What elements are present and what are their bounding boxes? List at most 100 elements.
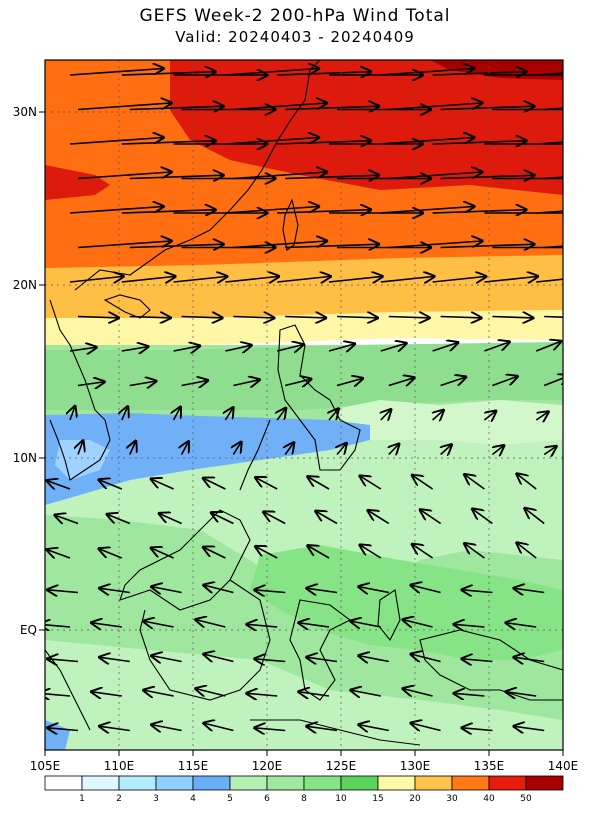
band-40-50-west: [45, 165, 110, 200]
wind-arrow: [402, 688, 433, 696]
coast-borneo-west: [119, 509, 251, 611]
colorbar-label: 6: [264, 794, 270, 804]
colorbar-label: 40: [483, 794, 495, 804]
wind-arrow: [69, 137, 165, 145]
wind-arrow: [122, 405, 129, 421]
wind-arrow: [453, 624, 485, 627]
wind-arrow: [77, 103, 173, 111]
x-tick-label: 135E: [474, 759, 505, 773]
wind-arrow: [253, 659, 286, 662]
wind-arrow: [492, 376, 518, 387]
chart-title: GEFS Week-2 200-hPa Wind Total: [139, 6, 451, 26]
wind-arrow: [535, 411, 549, 420]
wind-arrow: [173, 346, 201, 351]
wind-arrow: [432, 72, 528, 75]
wind-arrow: [181, 317, 224, 318]
wind-arrow: [328, 344, 356, 351]
band-8-10: [45, 410, 563, 600]
wind-arrow: [225, 206, 320, 214]
wind-arrow: [98, 726, 130, 730]
wind-arrow: [69, 347, 98, 351]
coast-philippines: [277, 324, 361, 471]
y-tick-label: EQ: [20, 623, 37, 637]
wind-arrow: [543, 375, 563, 387]
colorbar-label: 3: [153, 794, 159, 804]
wind-arrow: [306, 545, 330, 559]
wind-arrow: [328, 276, 384, 282]
colorbar-swatch: [340, 775, 379, 791]
wind-arrow: [492, 317, 534, 318]
wind-arrow: [432, 276, 488, 282]
wind-arrow: [359, 544, 382, 559]
wind-arrow: [77, 241, 173, 249]
wind-arrow: [285, 379, 312, 386]
wind-arrow: [90, 623, 122, 627]
wind-arrow: [285, 442, 294, 455]
wind-arrow: [516, 542, 537, 559]
wind-arrow: [432, 141, 528, 144]
wind-arrow: [129, 317, 172, 318]
wind-arrow: [453, 693, 485, 696]
wind-arrow: [106, 514, 131, 525]
wind-arrow: [440, 244, 536, 247]
wind-arrow: [174, 406, 182, 421]
colorbar-swatch: [266, 775, 305, 791]
wind-arrow: [388, 241, 484, 249]
wind-arrow: [70, 405, 75, 421]
wind-arrow: [357, 586, 389, 592]
wind-arrow: [544, 107, 563, 111]
colorbar-label: 30: [446, 794, 458, 804]
wind-arrow: [46, 728, 79, 731]
wind-arrow: [69, 68, 165, 76]
wind-arrow: [305, 726, 338, 730]
coast-sulawesi: [289, 599, 352, 701]
wind-arrow: [461, 728, 493, 731]
wind-arrow: [225, 137, 320, 145]
wind-arrow: [233, 379, 260, 385]
coastlines: [45, 60, 563, 746]
wind-arrow: [262, 511, 286, 525]
wind-arrow: [130, 440, 137, 455]
wind-arrow: [524, 507, 545, 525]
wind-arrow: [535, 341, 562, 352]
wind-arrow: [245, 624, 278, 627]
colorbar-label: 1: [79, 794, 85, 804]
wind-arrow: [202, 654, 234, 662]
wind-arrow: [233, 441, 241, 455]
colorbar-swatch: [377, 775, 416, 791]
wind-arrow: [463, 474, 485, 490]
wind-arrow: [277, 141, 372, 144]
wind-arrow: [359, 475, 382, 490]
wind-arrow: [182, 440, 190, 455]
wind-arrow: [411, 474, 434, 490]
wind-arrow: [484, 410, 497, 420]
colorbar-label: 2: [116, 794, 122, 804]
band-3-4: [55, 440, 110, 480]
wind-arrow: [536, 141, 563, 145]
wind-arrow: [225, 68, 320, 76]
wind-arrow: [410, 585, 441, 593]
wind-arrow: [536, 278, 563, 283]
wind-arrow: [285, 175, 380, 178]
wind-arrow: [505, 623, 537, 627]
band-15-20: [45, 310, 563, 348]
wind-arrow: [285, 244, 380, 247]
colorbar-swatch: [229, 775, 268, 791]
wind-arrow: [380, 343, 408, 351]
wind-arrow: [45, 624, 71, 627]
wind-arrow: [46, 590, 79, 593]
x-tick-label: 125E: [326, 759, 357, 773]
wind-arrow: [121, 72, 217, 75]
colorbar-label: 20: [409, 794, 421, 804]
wind-arrow: [121, 210, 217, 213]
wind-arrow: [381, 408, 392, 420]
x-axis: 105E 110E 115E 120E 125E 130E 135E 140E: [30, 750, 578, 773]
wind-arrow: [77, 317, 120, 318]
wind-arrow: [388, 317, 431, 318]
wind-arrow: [380, 137, 476, 145]
coast-taiwan: [282, 198, 299, 251]
band-4-5: [45, 413, 370, 505]
wind-arrow: [388, 377, 416, 385]
wind-arrow: [505, 692, 537, 696]
